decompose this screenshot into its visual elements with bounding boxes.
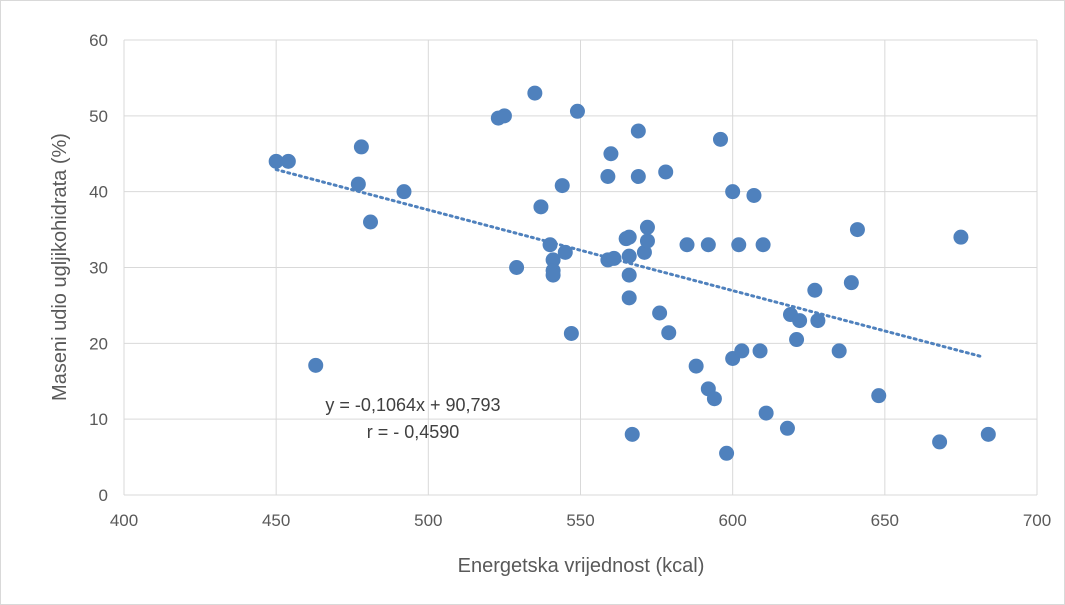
data-point-45: [725, 184, 741, 200]
data-point-64: [953, 229, 969, 245]
y-tick-label-4: 40: [89, 183, 108, 202]
data-point-37: [661, 325, 677, 341]
data-point-35: [652, 305, 668, 321]
y-tick-label-6: 60: [89, 31, 108, 50]
data-point-16: [554, 178, 570, 194]
data-point-53: [779, 420, 795, 436]
data-point-9: [509, 260, 525, 275]
data-point-56: [792, 313, 808, 329]
data-point-55: [789, 332, 805, 348]
y-axis-title: Maseni udio ugljikohidrata (%): [49, 133, 71, 401]
data-point-47: [731, 237, 747, 253]
data-point-23: [606, 250, 622, 266]
data-point-48: [734, 343, 750, 359]
y-tick-label-5: 50: [89, 107, 108, 126]
data-point-60: [843, 275, 859, 291]
x-tick-label-5: 650: [871, 511, 899, 530]
y-tick-label-3: 30: [89, 259, 108, 278]
data-point-0: [268, 153, 284, 169]
data-point-43: [712, 131, 728, 147]
data-point-4: [353, 139, 369, 155]
data-point-20: [600, 169, 616, 184]
data-point-19: [569, 103, 585, 119]
data-point-26: [621, 248, 637, 264]
data-point-27: [621, 267, 637, 283]
data-point-12: [542, 237, 558, 253]
x-tick-labels: 400 450 500 550 600 650 700: [110, 511, 1051, 530]
y-tick-labels: 0 10 20 30 40 50 60: [89, 31, 108, 505]
data-point-62: [871, 388, 887, 404]
data-point-36: [658, 164, 674, 180]
x-axis-title: Energetska vrijednost (kcal): [458, 555, 705, 577]
data-point-17: [557, 244, 573, 260]
data-point-65: [980, 426, 996, 442]
data-point-10: [527, 85, 543, 101]
data-point-42: [706, 391, 722, 407]
data-point-57: [807, 282, 823, 298]
correlation-coefficient: r = - 0,4590: [367, 422, 460, 442]
data-point-49: [746, 187, 762, 203]
x-tick-label-3: 550: [566, 511, 594, 530]
data-point-59: [831, 343, 847, 359]
data-point-30: [630, 123, 646, 139]
data-point-39: [688, 358, 704, 374]
y-tick-label-0: 0: [99, 486, 108, 505]
data-point-33: [639, 233, 655, 249]
data-point-15: [545, 267, 561, 283]
data-point-6: [396, 184, 412, 200]
data-point-61: [849, 222, 865, 238]
data-point-8: [496, 108, 512, 124]
y-tick-label-1: 10: [89, 410, 108, 429]
data-point-31: [630, 169, 646, 184]
y-tick-label-2: 20: [89, 334, 108, 353]
data-point-1: [280, 153, 296, 169]
x-tick-label-2: 500: [414, 511, 442, 530]
data-point-29: [624, 426, 640, 442]
data-point-11: [533, 199, 549, 215]
data-point-13: [545, 252, 561, 268]
trendline-equation: y = -0,1064x + 90,793: [325, 395, 500, 415]
data-point-32: [636, 244, 652, 260]
data-point-18: [563, 325, 579, 341]
data-point-3: [350, 176, 366, 192]
data-point-2: [308, 357, 324, 373]
x-tick-label-6: 700: [1023, 511, 1051, 530]
data-point-52: [758, 405, 774, 421]
data-point-63: [932, 434, 948, 450]
gridlines: [123, 39, 1038, 496]
data-point-5: [363, 214, 379, 230]
data-point-22: [603, 146, 619, 162]
data-point-38: [679, 237, 695, 253]
data-point-28: [621, 290, 637, 306]
data-point-25: [621, 229, 637, 245]
x-tick-label-1: 450: [262, 511, 290, 530]
data-points: [268, 85, 996, 461]
data-point-50: [752, 343, 768, 359]
data-point-34: [639, 219, 655, 235]
x-tick-label-4: 600: [718, 511, 746, 530]
data-point-44: [719, 445, 735, 461]
data-point-58: [810, 313, 826, 329]
data-point-51: [755, 237, 771, 253]
data-point-40: [700, 237, 716, 253]
x-tick-label-0: 400: [110, 511, 138, 530]
